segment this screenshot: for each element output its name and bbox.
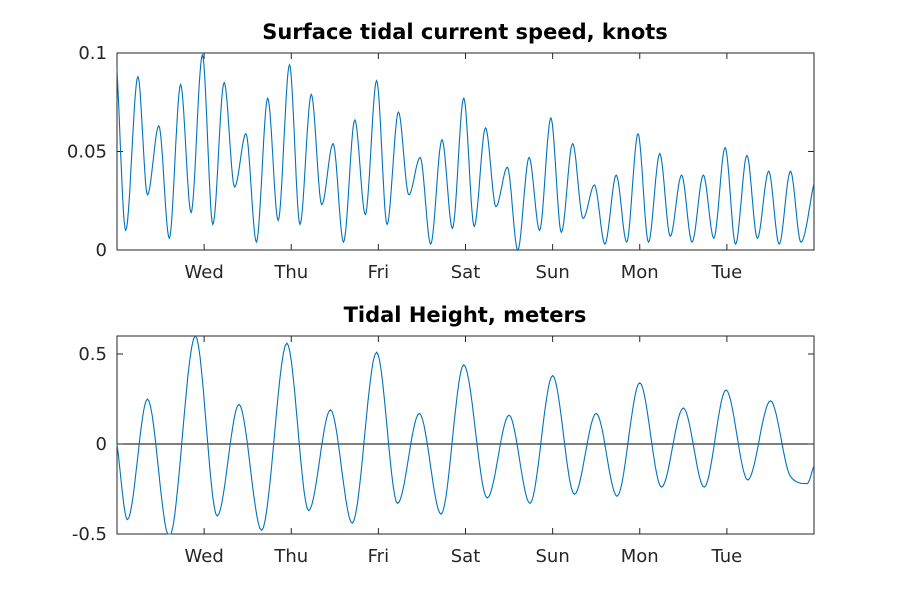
current-speed-xtick-label: Wed: [185, 262, 224, 283]
current-speed-xtick-label: Sun: [536, 262, 570, 283]
tidal-height-xtick-label: Fri: [368, 546, 389, 567]
tidal-height-title: Tidal Height, meters: [344, 303, 587, 327]
tidal-height-xtick-label: Wed: [185, 546, 224, 567]
current-speed-ytick-label: 0: [96, 240, 107, 261]
tidal-height-xtick-label: Tue: [711, 546, 743, 567]
tidal-height-xtick-label: Mon: [621, 546, 659, 567]
tidal-height-xtick-label: Thu: [273, 546, 308, 567]
current-speed-xtick-label: Thu: [273, 262, 308, 283]
tidal-height-ytick-label: 0.5: [78, 344, 107, 365]
tidal-height-xtick-label: Sun: [536, 546, 570, 567]
current-speed-xtick-label: Mon: [621, 262, 659, 283]
tidal-height-panel: Tidal Height, meters -0.5 0 0.5 Wed Thu Fri Sa…: [72, 303, 815, 567]
tidal-height-ticks: -0.5 0 0.5 Wed Thu Fri Sat Sun Mon Tue: [72, 336, 814, 567]
current-speed-xtick-label: Tue: [711, 262, 743, 283]
tidal-height-axes: [116, 335, 815, 535]
tidal-height-ytick-label: -0.5: [72, 524, 107, 545]
tidal-height-xtick-label: Sat: [451, 546, 481, 567]
current-speed-ytick-label: 0.1: [78, 43, 107, 64]
current-speed-panel: Surface tidal current speed, knots 0 0.05…: [67, 20, 815, 283]
current-speed-axes: [116, 52, 815, 251]
current-speed-ytick-label: 0.05: [67, 142, 107, 163]
current-speed-title: Surface tidal current speed, knots: [262, 20, 668, 44]
current-speed-xtick-label: Sat: [451, 262, 481, 283]
current-speed-ticks: 0 0.05 0.1 Wed Thu Fri Sat Sun Mon Tue: [67, 43, 814, 283]
current-speed-xtick-label: Fri: [368, 262, 389, 283]
tidal-height-ytick-label: 0: [96, 434, 107, 455]
tidal-height-line: [116, 334, 815, 535]
current-speed-line: [116, 53, 815, 252]
